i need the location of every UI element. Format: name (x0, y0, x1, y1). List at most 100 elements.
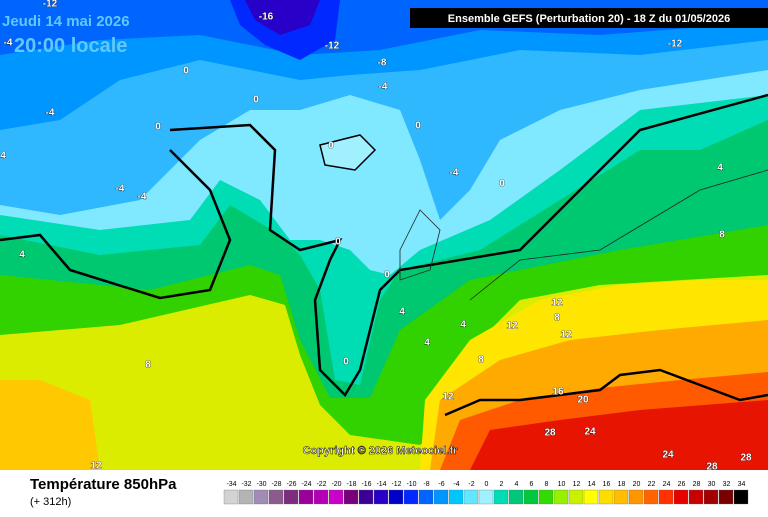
contour-label: 24 (662, 450, 674, 461)
legend-swatch (628, 489, 644, 505)
legend-value: 18 (618, 481, 626, 488)
area-26 (470, 400, 768, 470)
contour-label: -4 (450, 168, 459, 179)
zero-isotherm (0, 149, 232, 300)
legend-value: -30 (256, 481, 266, 488)
contour-label: 8 (554, 313, 560, 324)
legend-value: -10 (406, 481, 416, 488)
legend-value: -22 (316, 481, 326, 488)
copyright: Copyright © 2026 Meteociel.fr (303, 445, 459, 457)
legend-value: 28 (693, 481, 701, 488)
legend-swatch (583, 489, 599, 505)
contour-label: 0 (343, 357, 349, 368)
legend-swatch (538, 489, 554, 505)
legend-swatch (643, 489, 659, 505)
contour-label: -12 (668, 39, 683, 50)
legend-swatch (733, 489, 749, 505)
contour-label: -4 (46, 108, 55, 119)
legend-value: -20 (331, 481, 341, 488)
legend-swatch (613, 489, 629, 505)
legend-swatch (373, 489, 389, 505)
contour-label: 0 (155, 122, 161, 133)
legend-value: 8 (545, 481, 549, 488)
contour-label: 0 (335, 237, 341, 248)
legend-value: 14 (588, 481, 596, 488)
legend-swatch (463, 489, 479, 505)
legend-swatch (328, 489, 344, 505)
contour-label: 4 (460, 320, 466, 331)
contour-label: -12 (43, 0, 58, 10)
contour-label: 4 (0, 151, 6, 162)
run-info: Ensemble GEFS (Perturbation 20) - 18 Z d… (448, 13, 730, 25)
warm-area (0, 380, 100, 470)
legend-value: 4 (515, 481, 519, 488)
contour-label: 12 (551, 298, 563, 309)
legend-value: -8 (423, 481, 429, 488)
legend-swatch (343, 489, 359, 505)
contour-label: -12 (325, 41, 340, 52)
contour-label: 0 (328, 141, 334, 152)
legend-value: -4 (453, 481, 459, 488)
date-label: Jeudi 14 mai 2026 (2, 13, 130, 30)
contour-label: 28 (544, 428, 556, 439)
contour-label: -4 (4, 38, 13, 49)
legend-swatch (268, 489, 284, 505)
contour-label: 0 (499, 179, 505, 190)
run-banner (410, 8, 768, 28)
contour-label: 8 (478, 355, 484, 366)
legend-value: -32 (241, 481, 251, 488)
legend-swatch (283, 489, 299, 505)
contour-label: 4 (399, 307, 405, 318)
contour-label: 24 (584, 427, 596, 438)
legend-swatch (568, 489, 584, 505)
legend-value: 26 (678, 481, 686, 488)
legend-value: 32 (723, 481, 731, 488)
contour-label: 4 (717, 163, 723, 174)
zero-isotherm (169, 93, 768, 398)
legend-value: 2 (500, 481, 504, 488)
legend-value: -18 (346, 481, 356, 488)
legend-value: -34 (226, 481, 236, 488)
legend-swatch (358, 489, 374, 505)
contour-label: 20 (577, 395, 589, 406)
legend-swatch (508, 489, 524, 505)
legend-swatch (703, 489, 719, 505)
contour-label: 4 (19, 250, 25, 261)
legend-swatch (298, 489, 314, 505)
legend-value: 0 (485, 481, 489, 488)
coastline (399, 169, 768, 301)
contour-label: -4 (138, 192, 147, 203)
legend-value: -16 (361, 481, 371, 488)
contour-label: 0 (415, 121, 421, 132)
legend-swatch (553, 489, 569, 505)
legend-swatch (418, 489, 434, 505)
legend-swatch (433, 489, 449, 505)
time-label: 20:00 locale (14, 35, 127, 57)
legend-value: 16 (603, 481, 611, 488)
contour-label: 4 (424, 338, 430, 349)
contour-label: 12 (90, 461, 102, 472)
legend-value: 10 (558, 481, 566, 488)
contour-label: 0 (384, 270, 390, 281)
legend-swatch (253, 489, 269, 505)
contour-label: 28 (740, 453, 752, 464)
legend-swatch (658, 489, 674, 505)
contour-label: -4 (379, 82, 388, 93)
contour-label: -4 (116, 184, 125, 195)
legend-swatch (238, 489, 254, 505)
legend-value: -6 (438, 481, 444, 488)
isotherm-20 (444, 368, 768, 417)
contour-label: -16 (259, 12, 274, 23)
legend-value: 6 (530, 481, 534, 488)
legend-swatch (493, 489, 509, 505)
legend-value: -2 (468, 481, 474, 488)
legend-value: 20 (633, 481, 641, 488)
legend-value: 12 (573, 481, 581, 488)
legend-value: 30 (708, 481, 716, 488)
contour-label: 8 (719, 230, 725, 241)
legend-swatch (478, 489, 494, 505)
contour-label: 12 (560, 330, 572, 341)
contour-labels: -12 -16 -4 -12 -8 -12 0 -4 -4 0 0 0 4 0 -4 0 4 -4 -4 8 0 4 0 12… (0, 0, 752, 473)
